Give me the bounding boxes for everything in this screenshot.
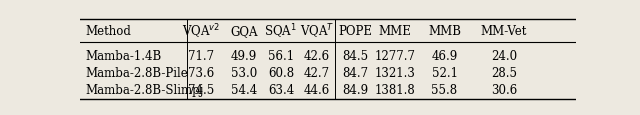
- Text: Mamba-1.4B: Mamba-1.4B: [85, 50, 161, 63]
- Text: 84.7: 84.7: [342, 67, 369, 80]
- Text: 44.6: 44.6: [304, 83, 330, 96]
- Text: 46.9: 46.9: [431, 50, 458, 63]
- Text: VQA$^{v2}$: VQA$^{v2}$: [182, 22, 221, 41]
- Text: 73.6: 73.6: [188, 67, 214, 80]
- Text: MM-Vet: MM-Vet: [481, 25, 527, 38]
- Text: 63.4: 63.4: [268, 83, 294, 96]
- Text: 24.0: 24.0: [491, 50, 517, 63]
- Text: MMB: MMB: [428, 25, 461, 38]
- Text: 56.1: 56.1: [268, 50, 294, 63]
- Text: 28.5: 28.5: [491, 67, 517, 80]
- Text: 42.6: 42.6: [304, 50, 330, 63]
- Text: 55.8: 55.8: [431, 83, 458, 96]
- Text: Method: Method: [85, 25, 131, 38]
- Text: MME: MME: [378, 25, 412, 38]
- Text: 1321.3: 1321.3: [374, 67, 415, 80]
- Text: GQA: GQA: [230, 25, 257, 38]
- Text: 84.9: 84.9: [342, 83, 369, 96]
- Text: 30.6: 30.6: [491, 83, 517, 96]
- Text: SQA$^{1}$: SQA$^{1}$: [264, 22, 297, 41]
- Text: Mamba-2.8B-Slimpj: Mamba-2.8B-Slimpj: [85, 83, 204, 96]
- Text: VQA$^{T}$: VQA$^{T}$: [300, 22, 334, 41]
- Text: 74.5: 74.5: [188, 83, 214, 96]
- Text: 1381.8: 1381.8: [374, 83, 415, 96]
- Text: 60.8: 60.8: [268, 67, 294, 80]
- Text: 52.1: 52.1: [431, 67, 458, 80]
- Text: POPE: POPE: [339, 25, 372, 38]
- Text: Mamba-2.8B-Pile: Mamba-2.8B-Pile: [85, 67, 188, 80]
- Text: 54.4: 54.4: [230, 83, 257, 96]
- Text: 1277.7: 1277.7: [374, 50, 415, 63]
- Text: 42.7: 42.7: [304, 67, 330, 80]
- Text: 84.5: 84.5: [342, 50, 369, 63]
- Text: 49.9: 49.9: [230, 50, 257, 63]
- Text: 53.0: 53.0: [230, 67, 257, 80]
- Text: 71.7: 71.7: [188, 50, 214, 63]
